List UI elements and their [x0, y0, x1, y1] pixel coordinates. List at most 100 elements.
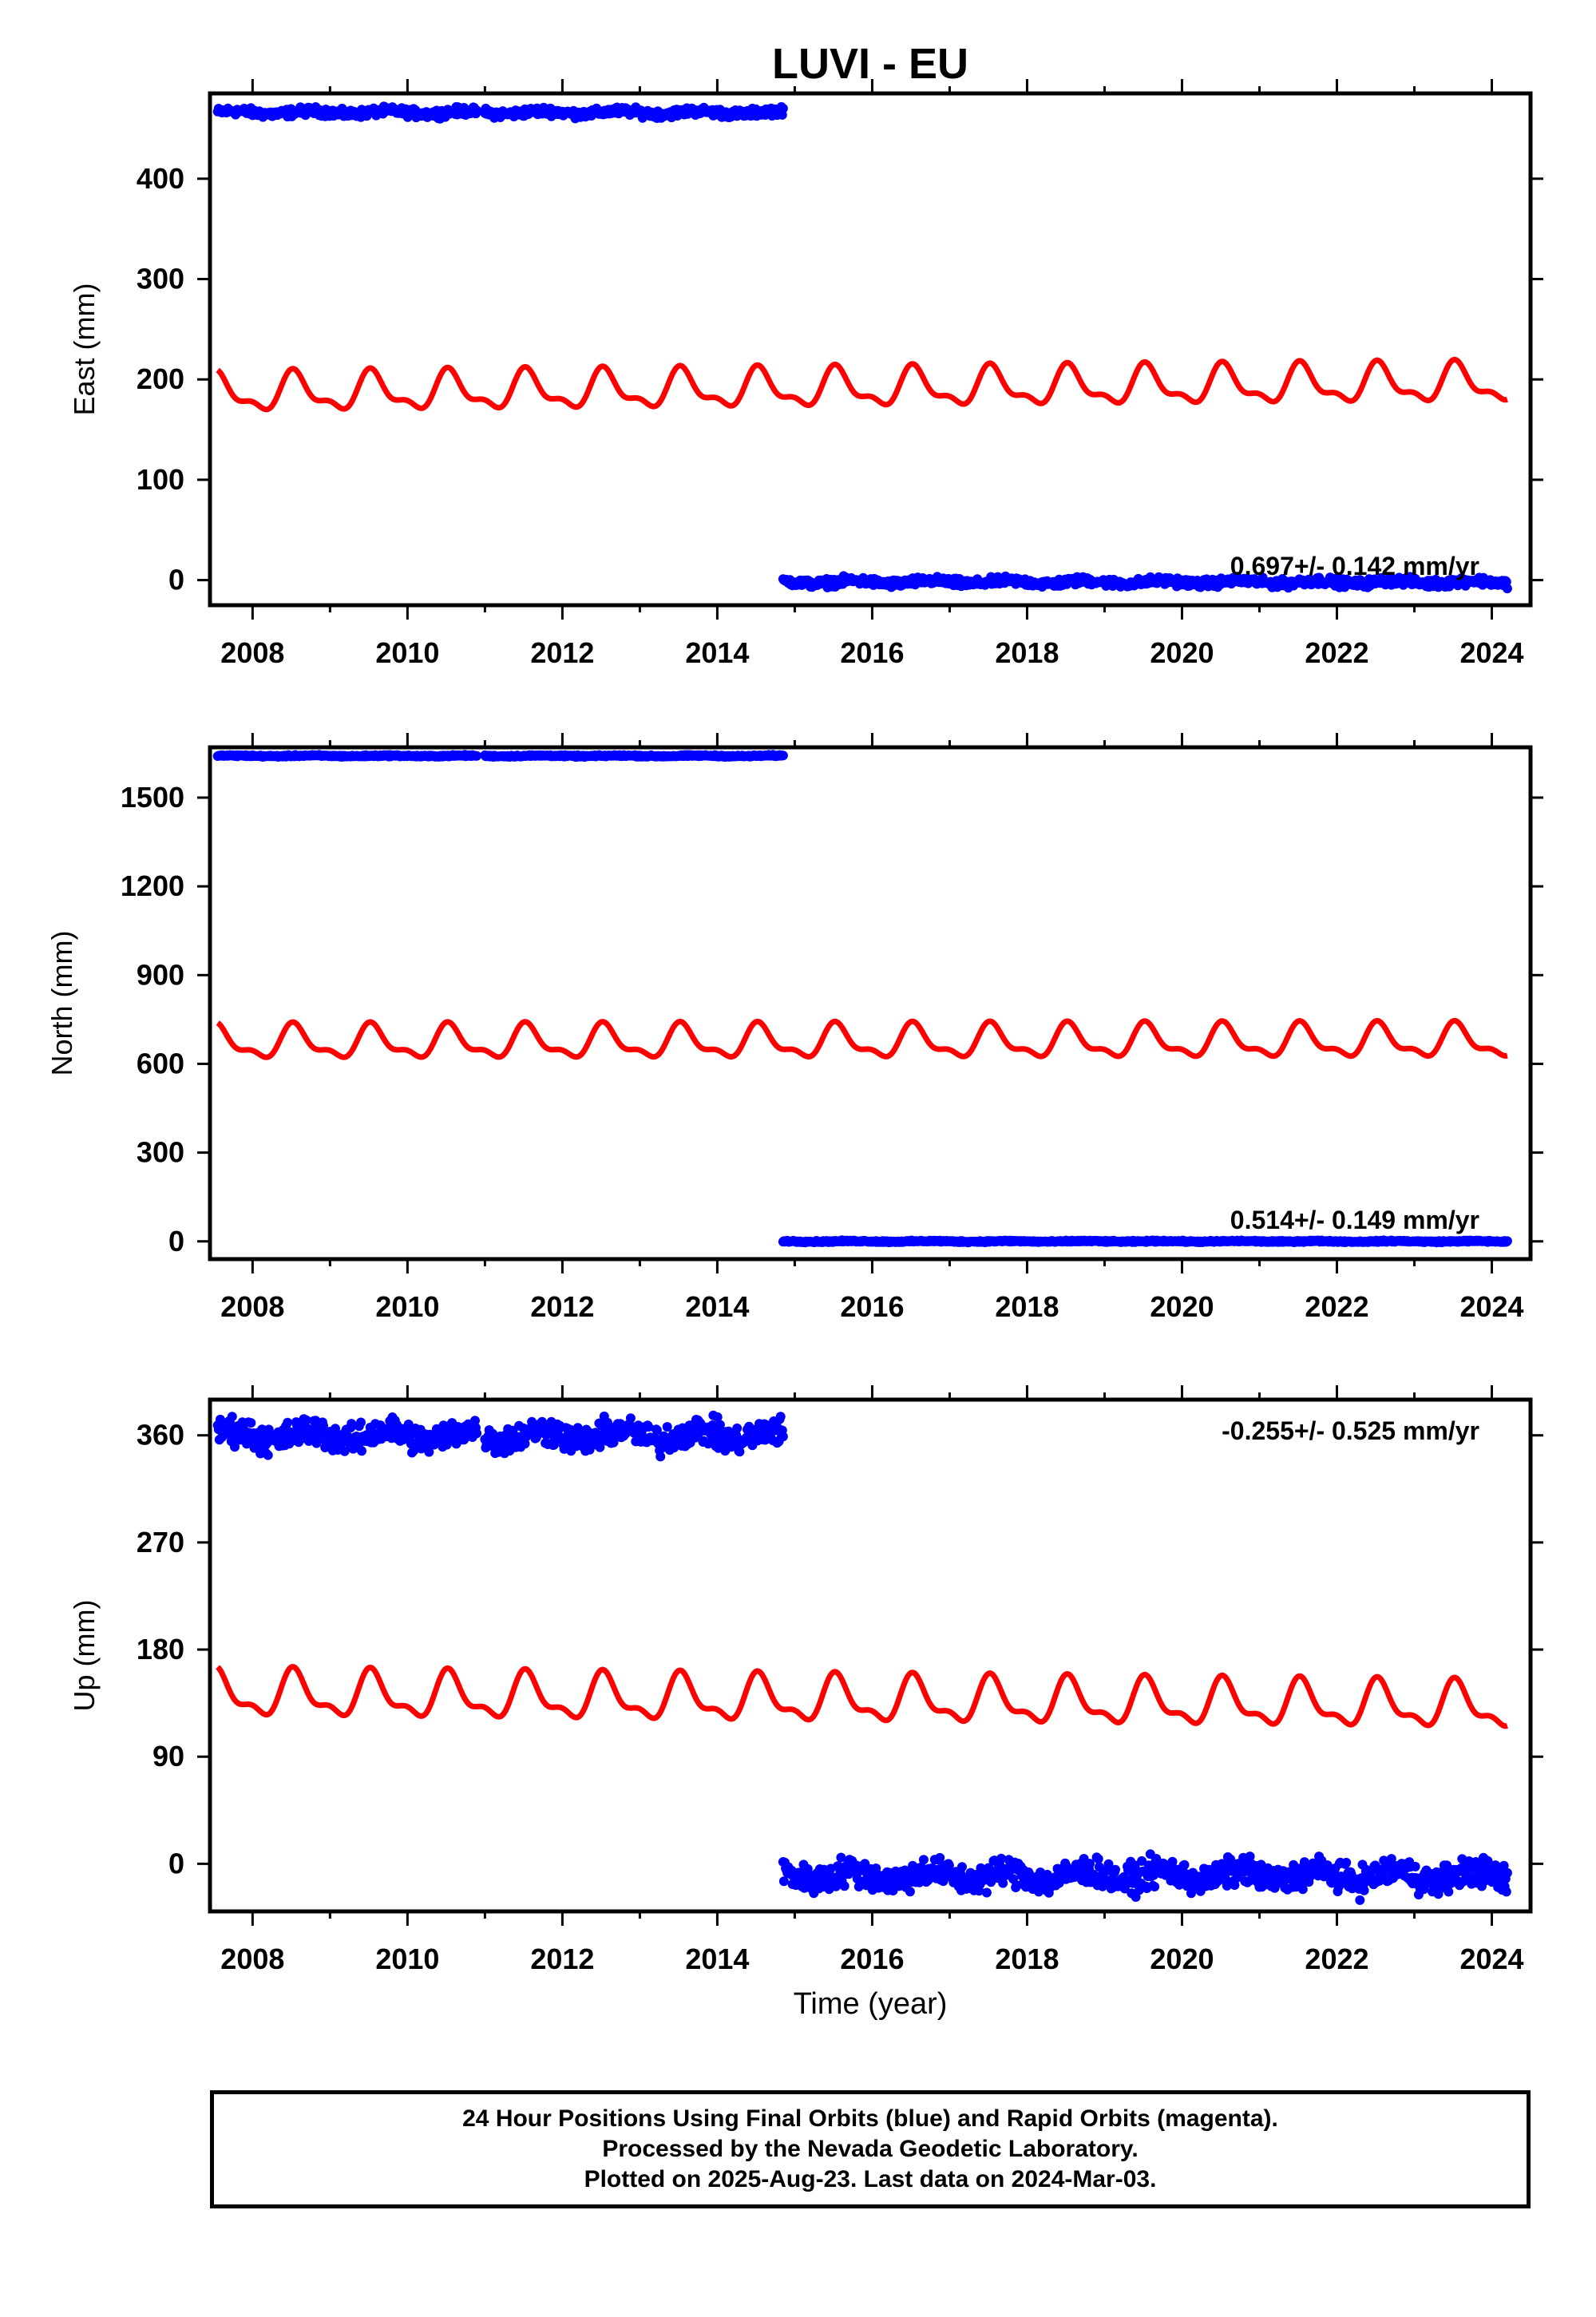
data-point: [1444, 1887, 1454, 1897]
data-point: [1502, 1867, 1512, 1878]
data-point: [339, 1446, 350, 1456]
y-axis-label: North (mm): [46, 931, 78, 1076]
data-point: [1355, 1895, 1365, 1905]
x-tick-label: 2012: [530, 1290, 594, 1323]
x-tick-label: 2024: [1459, 1290, 1523, 1323]
data-segment-2: [480, 101, 788, 124]
data-point: [470, 1416, 480, 1426]
seasonal-fit-line: [216, 1664, 1510, 1729]
seasonal-fit-line: [216, 356, 1510, 413]
rate-label: 0.697+/- 0.142 mm/yr: [1230, 552, 1479, 580]
data-segment-3: [778, 571, 1512, 594]
x-tick-label: 2012: [530, 1943, 594, 1975]
data-point: [1130, 1860, 1140, 1871]
x-tick-label: 2008: [220, 1943, 284, 1975]
data-point: [836, 1852, 846, 1863]
data-point: [1499, 1860, 1509, 1871]
data-point: [957, 1862, 967, 1872]
y-tick-label: 1200: [121, 869, 184, 902]
data-segment-1: [212, 1412, 482, 1460]
data-point: [1502, 584, 1512, 594]
y-tick-label: 0: [168, 564, 184, 596]
x-tick-label: 2014: [685, 1290, 749, 1323]
plot-frame: [208, 91, 1533, 608]
data-point: [996, 1853, 1006, 1864]
y-tick-label: 180: [137, 1633, 184, 1665]
x-tick-label: 2016: [840, 636, 904, 669]
data-point: [246, 1418, 256, 1428]
data-point: [472, 1428, 482, 1439]
data-point: [1217, 1859, 1227, 1869]
x-tick-label: 2022: [1305, 1290, 1368, 1323]
data-point: [472, 105, 482, 116]
data-point: [778, 1432, 788, 1442]
y-tick-label: 300: [137, 263, 184, 295]
x-tick-label: 2022: [1305, 1943, 1368, 1975]
caption-box: 24 Hour Positions Using Final Orbits (bl…: [210, 2090, 1531, 2208]
y-axis-label: East (mm): [68, 283, 101, 416]
data-point: [215, 1414, 225, 1424]
x-tick-label: 2024: [1459, 1943, 1523, 1975]
data-point: [711, 1428, 722, 1437]
plot-content: [212, 101, 1512, 594]
data-point: [981, 1887, 992, 1898]
data-point: [735, 1447, 745, 1457]
data-point: [935, 1852, 945, 1863]
data-point: [644, 1422, 654, 1432]
data-point: [775, 1412, 786, 1422]
data-point: [1458, 1876, 1468, 1887]
data-segment-3: [778, 1235, 1512, 1248]
data-segment-2: [480, 1410, 788, 1462]
x-tick-label: 2020: [1150, 636, 1214, 669]
x-tick-label: 2020: [1150, 1290, 1214, 1323]
data-point: [1297, 1884, 1308, 1895]
x-tick-label: 2024: [1459, 636, 1523, 669]
data-point: [595, 1442, 605, 1452]
rate-label: 0.514+/- 0.149 mm/yr: [1230, 1206, 1479, 1234]
y-tick-label: 200: [137, 362, 184, 395]
data-point: [283, 1417, 293, 1428]
y-tick-label: 600: [137, 1047, 184, 1079]
x-tick-label: 2008: [220, 1290, 284, 1323]
y-tick-label: 0: [168, 1225, 184, 1258]
x-tick-label: 2016: [840, 1290, 904, 1323]
data-point: [778, 1876, 789, 1887]
x-tick-label: 2020: [1150, 1943, 1214, 1975]
data-point: [357, 1446, 366, 1456]
data-point: [1386, 1854, 1396, 1864]
rate-label: -0.255+/- 0.525 mm/yr: [1222, 1416, 1479, 1445]
data-point: [1502, 1236, 1512, 1246]
data-point: [301, 1415, 311, 1425]
data-point: [655, 1452, 666, 1462]
figure-title: LUVI - EU: [772, 40, 968, 88]
data-point: [778, 103, 788, 113]
data-point: [944, 1860, 954, 1871]
data-point: [651, 1425, 662, 1436]
x-tick-label: 2008: [220, 636, 284, 669]
data-segment-1: [212, 101, 482, 124]
data-point: [409, 1446, 419, 1456]
data-point: [424, 1447, 434, 1457]
y-tick-label: 0: [168, 1847, 184, 1879]
y-axis-label: Up (mm): [68, 1600, 101, 1712]
x-tick-label: 2010: [375, 636, 439, 669]
data-point: [918, 1855, 929, 1865]
data-point: [1167, 1856, 1178, 1867]
x-tick-label: 2018: [995, 636, 1059, 669]
data-point: [839, 1881, 849, 1891]
x-tick-label: 2018: [995, 1290, 1059, 1323]
data-point: [1111, 1864, 1120, 1875]
x-tick-label: 2014: [685, 636, 749, 669]
x-tick-label: 2012: [530, 636, 594, 669]
x-tick-label: 2010: [375, 1943, 439, 1975]
data-point: [356, 1417, 366, 1428]
y-tick-label: 400: [137, 162, 184, 195]
data-point: [1179, 1860, 1190, 1870]
data-point: [1359, 1885, 1369, 1895]
data-point: [263, 1450, 273, 1460]
caption-line-3: Plotted on 2025-Aug-23. Last data on 202…: [584, 2166, 1157, 2192]
y-tick-label: 300: [137, 1136, 184, 1169]
y-tick-label: 270: [137, 1526, 184, 1559]
